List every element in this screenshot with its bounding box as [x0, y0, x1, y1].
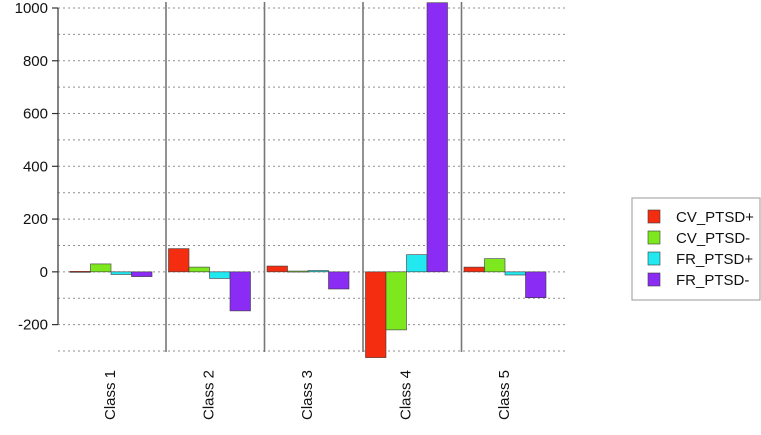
bar	[188, 266, 210, 273]
category-label: Class 2	[201, 370, 218, 420]
legend-label: CV_PTSD-	[676, 230, 750, 247]
bar	[365, 271, 387, 358]
y-tick-label: 1000	[15, 0, 48, 17]
bar	[69, 271, 91, 273]
bar	[426, 2, 448, 273]
bar	[406, 254, 428, 273]
category-label: Class 4	[398, 370, 415, 420]
bar	[266, 265, 288, 273]
y-tick-label: -200	[18, 317, 48, 334]
bar	[229, 271, 251, 312]
legend-label: CV_PTSD+	[676, 209, 754, 226]
legend: CV_PTSD+ CV_PTSD- FR_PTSD+ FR_PTSD-	[631, 197, 761, 301]
bar	[110, 271, 132, 275]
bar	[307, 270, 329, 273]
bar	[90, 263, 112, 273]
bar	[328, 271, 350, 290]
category-labels: Class 1 Class 2 Class 3 Class 4 Class 5	[102, 370, 513, 420]
y-tick-label: 400	[23, 158, 48, 175]
bar	[385, 271, 407, 331]
y-tick-label: 0	[40, 264, 48, 281]
legend-label: FR_PTSD+	[676, 251, 753, 268]
bar	[287, 270, 309, 273]
class-separators	[165, 2, 463, 352]
bar	[525, 271, 547, 299]
bar	[463, 266, 485, 273]
category-label: Class 3	[299, 370, 316, 420]
y-tick-label: 800	[23, 53, 48, 70]
bar	[484, 258, 506, 273]
legend-swatch	[647, 251, 661, 266]
category-label: Class 1	[102, 370, 119, 420]
y-tick-label: 600	[23, 106, 48, 123]
gridlines	[58, 7, 568, 352]
bars	[69, 2, 547, 358]
legend-swatch	[647, 209, 661, 224]
bar	[131, 271, 153, 277]
y-tick-label: 200	[23, 211, 48, 228]
category-label: Class 5	[496, 370, 513, 420]
legend-swatch	[647, 272, 661, 287]
legend-swatch	[647, 230, 661, 245]
bar	[209, 271, 231, 279]
y-axis: -200 0 200 400 600 800 1000	[15, 0, 59, 334]
legend-label: FR_PTSD-	[676, 272, 749, 289]
bar	[168, 248, 190, 273]
bar	[504, 271, 526, 276]
